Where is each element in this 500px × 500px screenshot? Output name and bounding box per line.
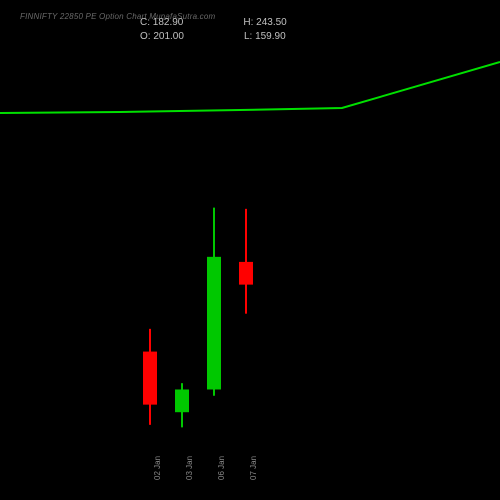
- x-axis-label: 06 Jan: [217, 456, 226, 480]
- chart-area: FINNIFTY 22850 PE Option Chart MunafaSut…: [0, 0, 500, 500]
- x-axis-label: 03 Jan: [185, 456, 194, 480]
- candle-body: [207, 257, 221, 390]
- candle-body: [239, 262, 253, 285]
- x-axis-label: 02 Jan: [153, 456, 162, 480]
- candle-body: [143, 352, 157, 405]
- overlay-line: [0, 62, 500, 113]
- candlesticks: [143, 208, 253, 428]
- trend-line: [0, 62, 500, 113]
- x-axis-label: 07 Jan: [249, 456, 258, 480]
- candlestick-chart-svg: [0, 0, 500, 500]
- candle-body: [175, 389, 189, 412]
